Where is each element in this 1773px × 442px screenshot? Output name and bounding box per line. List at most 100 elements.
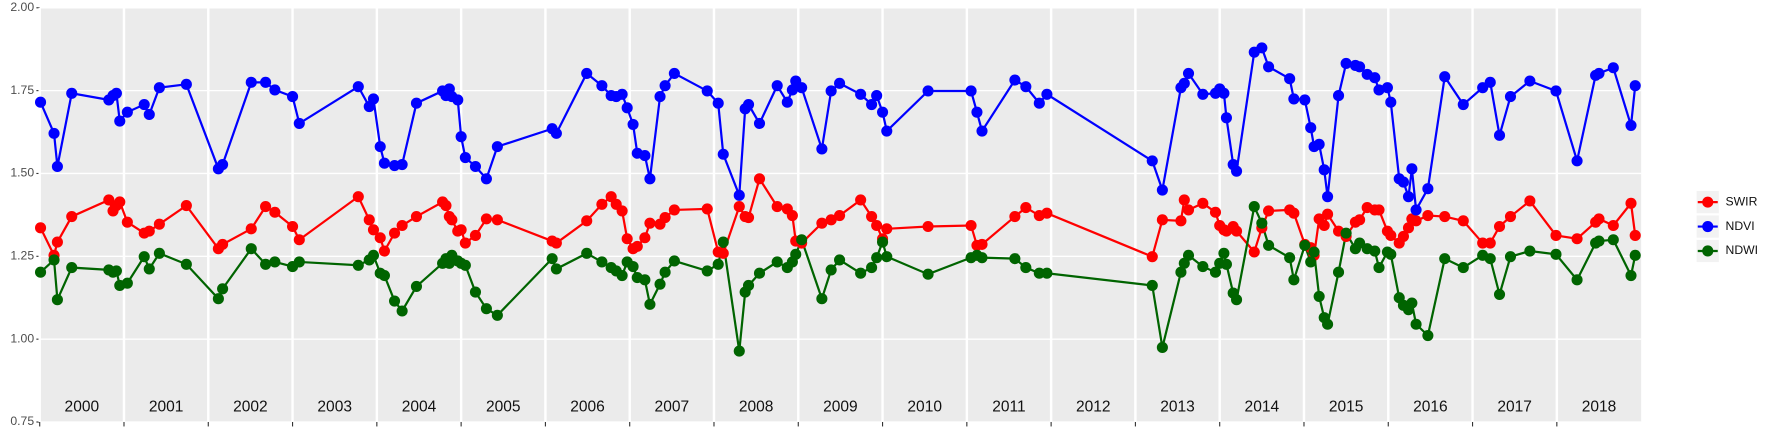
point <box>1178 77 1190 89</box>
point <box>1248 246 1260 258</box>
point <box>1524 195 1536 207</box>
year-label: 2002 <box>233 399 268 416</box>
point <box>269 256 281 268</box>
point <box>1041 88 1053 100</box>
point <box>378 245 390 257</box>
point <box>1625 269 1637 282</box>
point <box>180 258 192 270</box>
point <box>374 141 386 153</box>
point <box>616 269 628 282</box>
point <box>1385 229 1397 241</box>
point <box>66 262 78 274</box>
point <box>1041 267 1053 279</box>
point <box>1197 261 1209 273</box>
point <box>1629 229 1641 241</box>
point <box>581 215 593 227</box>
point <box>352 81 364 93</box>
point <box>1256 42 1268 54</box>
point <box>717 148 729 160</box>
point <box>825 264 837 276</box>
point <box>48 254 60 266</box>
point <box>1313 138 1325 150</box>
point <box>1397 176 1409 188</box>
point <box>121 106 133 118</box>
point <box>1373 262 1385 274</box>
point <box>352 259 364 271</box>
point <box>965 85 977 97</box>
point <box>66 87 78 99</box>
point <box>455 224 467 236</box>
point <box>1284 73 1296 85</box>
point <box>781 96 793 108</box>
point <box>378 157 390 169</box>
point <box>1340 227 1352 239</box>
year-label: 2007 <box>655 399 690 416</box>
point <box>1263 61 1275 73</box>
point <box>581 67 593 79</box>
point <box>143 108 155 121</box>
point <box>1550 229 1562 241</box>
point <box>834 77 846 89</box>
point <box>866 98 878 111</box>
point <box>644 173 656 185</box>
point <box>616 205 628 217</box>
point <box>786 210 798 222</box>
point <box>1332 90 1345 102</box>
year-label: 2018 <box>1582 399 1617 416</box>
point <box>110 265 122 277</box>
point <box>1305 256 1317 268</box>
point <box>866 210 878 223</box>
point <box>491 214 503 226</box>
point <box>491 141 503 153</box>
point <box>596 256 608 268</box>
point <box>1182 67 1195 79</box>
point <box>1406 163 1418 175</box>
point <box>287 91 299 103</box>
point <box>712 97 724 109</box>
point <box>922 220 934 233</box>
point <box>1175 215 1187 227</box>
point <box>1020 202 1032 214</box>
point <box>1218 247 1230 259</box>
point <box>103 194 115 206</box>
point <box>121 277 133 289</box>
point <box>1284 252 1296 264</box>
point <box>1422 329 1434 342</box>
point <box>771 201 783 213</box>
point <box>138 251 150 263</box>
point <box>212 293 224 305</box>
point <box>1230 294 1243 306</box>
point <box>459 259 471 271</box>
point <box>621 102 633 114</box>
point <box>1593 235 1605 247</box>
point <box>659 266 671 278</box>
point <box>742 211 755 224</box>
point <box>217 238 229 250</box>
legend-label: NDWI <box>1726 243 1759 257</box>
point <box>410 280 423 293</box>
point <box>48 127 60 139</box>
point <box>871 90 883 102</box>
point <box>654 91 666 103</box>
point <box>1354 61 1366 73</box>
point <box>180 78 192 90</box>
point <box>455 131 467 143</box>
point <box>374 232 386 244</box>
point <box>1457 262 1469 274</box>
point <box>1493 220 1506 233</box>
point <box>1439 210 1451 223</box>
point <box>639 150 651 162</box>
point <box>1313 290 1325 302</box>
point <box>877 236 889 248</box>
point <box>378 269 390 282</box>
point <box>1146 155 1158 167</box>
year-label: 2000 <box>65 399 100 416</box>
point <box>1146 279 1158 292</box>
point <box>659 211 671 224</box>
point <box>260 201 272 213</box>
point <box>1197 88 1209 100</box>
point <box>143 263 155 275</box>
point <box>1218 87 1230 99</box>
point <box>1410 318 1422 330</box>
point <box>1484 253 1496 265</box>
